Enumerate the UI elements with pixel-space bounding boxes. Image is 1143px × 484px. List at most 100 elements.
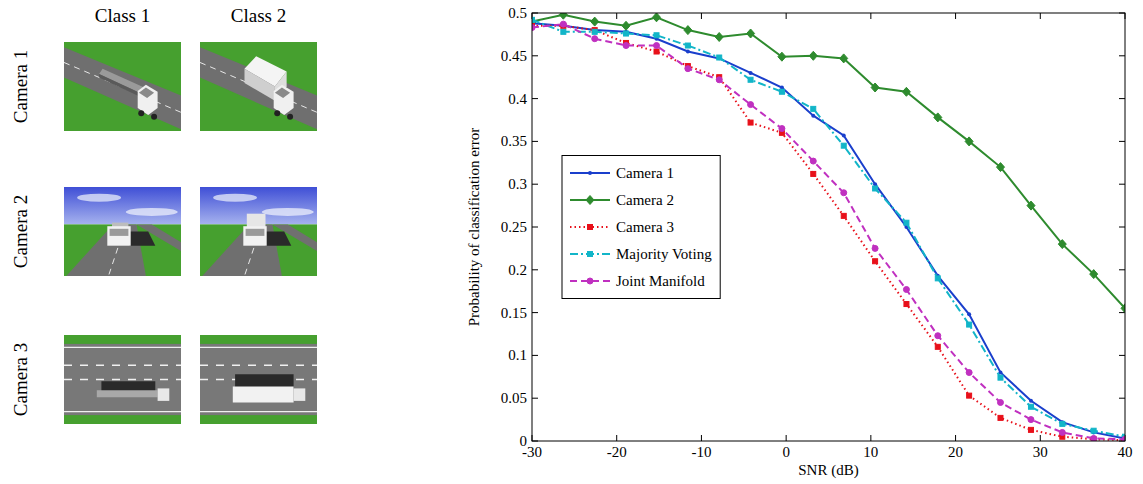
lane-line (64, 62, 181, 112)
marker-diamond (591, 17, 599, 26)
legend-line (570, 172, 610, 174)
marker-square (748, 77, 753, 82)
marker-diamond (559, 13, 567, 19)
x-tick (955, 435, 956, 441)
marker-diamond (622, 21, 630, 30)
x-tick-label: -20 (607, 444, 627, 460)
cloud (77, 194, 121, 202)
wheel (287, 114, 293, 120)
cab (243, 226, 266, 246)
scene-image (64, 335, 181, 424)
road-edge (200, 347, 317, 348)
marker-diamond (809, 51, 817, 60)
road-edge (200, 411, 317, 412)
row-header: Camera 1 (10, 50, 31, 123)
marker-square (811, 171, 816, 176)
marker-diamond (778, 52, 786, 61)
marker-circle (654, 43, 660, 49)
road (64, 47, 181, 129)
legend-label: Camera 3 (616, 219, 674, 235)
y-tick-label: 0 (520, 433, 528, 449)
row-header: Camera 2 (10, 195, 31, 268)
y-tick-label: 0.15 (501, 305, 527, 321)
y-axis-title: Probability of classification error (466, 128, 482, 327)
marker-square (1060, 421, 1065, 426)
series-line (532, 15, 1125, 309)
marker-point (749, 71, 753, 75)
marker-diamond (1058, 240, 1066, 249)
y-tick (1119, 227, 1125, 228)
grass (200, 335, 317, 424)
data-layer (532, 13, 1125, 441)
scene-image (200, 335, 317, 424)
marker-circle (810, 158, 816, 164)
x-tick (1040, 13, 1041, 19)
y-tick-label: 0.45 (501, 48, 527, 64)
y-tick (532, 98, 538, 99)
marker-square (841, 213, 846, 218)
legend-label: Joint Manifold (616, 273, 705, 289)
marker-square (967, 322, 972, 327)
legend: Camera 1Camera 2Camera 3Majority VotingJ… (570, 165, 712, 289)
y-tick (532, 184, 538, 185)
marker-circle (872, 245, 878, 251)
x-tick-label: 10 (863, 444, 878, 460)
cloud (213, 194, 257, 202)
grass (200, 42, 317, 131)
y-tick-label: 0.3 (508, 176, 527, 192)
x-tick (616, 435, 617, 441)
y-tick-label: 0.35 (501, 133, 527, 149)
scene-image (200, 42, 317, 131)
marker-square (717, 55, 722, 60)
marker-circle (716, 77, 722, 83)
marker-square (1091, 428, 1096, 433)
x-tick (1040, 435, 1041, 441)
cab (294, 388, 306, 401)
y-tick (1119, 355, 1125, 356)
marker-diamond (1090, 270, 1098, 279)
x-tick-label: 40 (1118, 444, 1133, 460)
cab (158, 388, 170, 401)
marker-square (748, 120, 753, 125)
shadow (235, 374, 294, 388)
lane-line (64, 365, 181, 366)
marker-square (685, 43, 690, 48)
road (200, 344, 317, 415)
lane-line (200, 365, 317, 366)
marker-diamond (965, 137, 973, 146)
trailer-side (99, 74, 141, 97)
marker-circle (779, 126, 785, 132)
x-tick (786, 13, 787, 19)
y-tick (1119, 55, 1125, 56)
grass (64, 42, 181, 131)
marker-diamond (715, 33, 723, 42)
legend-marker (588, 252, 593, 257)
marker-square (654, 49, 659, 54)
marker-square (873, 186, 878, 191)
marker-square (967, 393, 972, 398)
y-tick (532, 355, 538, 356)
marker-square (1028, 427, 1033, 432)
marker-diamond (1121, 304, 1125, 313)
marker-point (811, 114, 815, 118)
marker-circle (1028, 417, 1034, 423)
legend-label: Camera 1 (616, 165, 674, 181)
wheel (151, 114, 157, 120)
marker-circle (1091, 435, 1097, 441)
legend-box (562, 156, 720, 299)
windshield (275, 87, 290, 98)
grass (64, 224, 181, 276)
marker-square (935, 276, 940, 281)
plot-area (532, 13, 1125, 441)
y-tick (532, 55, 538, 56)
sky (64, 187, 181, 224)
marker-square (998, 415, 1003, 420)
marker-square (873, 259, 878, 264)
marker-square (654, 33, 659, 38)
y-tick (532, 398, 538, 399)
x-tick-label: -10 (691, 444, 711, 460)
cloud (126, 208, 178, 216)
legend-marker (587, 278, 593, 284)
series-line (532, 24, 1125, 439)
marker-square (592, 29, 597, 34)
